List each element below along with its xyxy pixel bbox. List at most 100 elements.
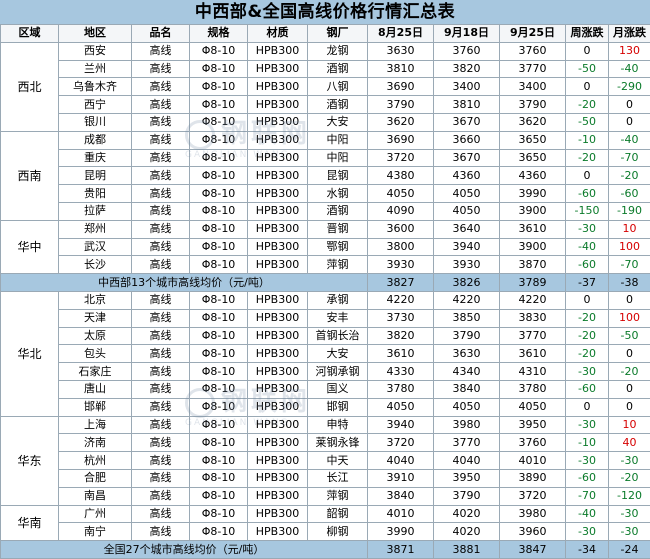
price-aug25-cell: 3910 [368, 469, 434, 487]
city-cell: 石家庄 [59, 363, 132, 381]
price-sep25-cell: 3890 [500, 469, 566, 487]
spec-cell: Φ8-10 [190, 327, 248, 345]
spec-cell: Φ8-10 [190, 398, 248, 416]
grade-cell: HPB300 [248, 291, 308, 309]
price-sep18-cell: 3660 [434, 131, 500, 149]
price-sep25-cell: 3770 [500, 327, 566, 345]
product-cell: 高线 [132, 131, 190, 149]
price-sep25-cell: 3770 [500, 60, 566, 78]
month-change-cell: -20 [609, 469, 650, 487]
city-cell: 唐山 [59, 380, 132, 398]
mill-cell: 酒钢 [308, 60, 368, 78]
grade-cell: HPB300 [248, 42, 308, 60]
mill-cell: 大安 [308, 113, 368, 131]
price-sep18-cell: 3820 [434, 60, 500, 78]
avg-sep25-cell: 3789 [500, 274, 566, 292]
product-cell: 高线 [132, 238, 190, 256]
price-sep18-cell: 3670 [434, 113, 500, 131]
price-sep25-cell: 3650 [500, 131, 566, 149]
price-aug25-cell: 3780 [368, 380, 434, 398]
product-cell: 高线 [132, 220, 190, 238]
city-cell: 杭州 [59, 452, 132, 470]
price-aug25-cell: 3630 [368, 42, 434, 60]
avg-aug25-cell: 3827 [368, 274, 434, 292]
column-header: 周涨跌 [566, 25, 609, 43]
price-sep25-cell: 3760 [500, 434, 566, 452]
mill-cell: 邯钢 [308, 398, 368, 416]
price-sep18-cell: 4360 [434, 167, 500, 185]
price-sep25-cell: 4310 [500, 363, 566, 381]
week-change-cell: -40 [566, 505, 609, 523]
price-aug25-cell: 4040 [368, 452, 434, 470]
column-header: 钢厂 [308, 25, 368, 43]
grade-cell: HPB300 [248, 78, 308, 96]
mill-cell: 韶钢 [308, 505, 368, 523]
week-change-cell: -40 [566, 238, 609, 256]
price-sep25-cell: 3650 [500, 149, 566, 167]
product-cell: 高线 [132, 345, 190, 363]
month-change-cell: -20 [609, 167, 650, 185]
grade-cell: HPB300 [248, 131, 308, 149]
month-change-cell: 0 [609, 380, 650, 398]
city-cell: 济南 [59, 434, 132, 452]
grade-cell: HPB300 [248, 185, 308, 203]
price-sep18-cell: 4050 [434, 202, 500, 220]
city-cell: 兰州 [59, 60, 132, 78]
city-cell: 邯郸 [59, 398, 132, 416]
spec-cell: Φ8-10 [190, 78, 248, 96]
product-cell: 高线 [132, 96, 190, 114]
grade-cell: HPB300 [248, 434, 308, 452]
week-change-cell: -150 [566, 202, 609, 220]
grade-cell: HPB300 [248, 345, 308, 363]
price-sep25-cell: 3870 [500, 256, 566, 274]
grade-cell: HPB300 [248, 505, 308, 523]
spec-cell: Φ8-10 [190, 113, 248, 131]
price-aug25-cell: 3690 [368, 131, 434, 149]
product-cell: 高线 [132, 487, 190, 505]
price-sep18-cell: 4040 [434, 452, 500, 470]
city-cell: 贵阳 [59, 185, 132, 203]
column-header: 区域 [1, 25, 59, 43]
price-sep18-cell: 3640 [434, 220, 500, 238]
grade-cell: HPB300 [248, 113, 308, 131]
city-cell: 银川 [59, 113, 132, 131]
column-header: 9月18日 [434, 25, 500, 43]
month-change-cell: -20 [609, 363, 650, 381]
price-sep25-cell: 3760 [500, 42, 566, 60]
mill-cell: 大安 [308, 345, 368, 363]
price-aug25-cell: 4090 [368, 202, 434, 220]
column-header: 地区 [59, 25, 132, 43]
price-sep25-cell: 3780 [500, 380, 566, 398]
week-change-cell: 0 [566, 291, 609, 309]
price-sep18-cell: 3950 [434, 469, 500, 487]
spec-cell: Φ8-10 [190, 363, 248, 381]
product-cell: 高线 [132, 416, 190, 434]
week-change-cell: -10 [566, 434, 609, 452]
grade-cell: HPB300 [248, 398, 308, 416]
price-sep25-cell: 4360 [500, 167, 566, 185]
mill-cell: 水钢 [308, 185, 368, 203]
month-change-cell: -50 [609, 327, 650, 345]
price-aug25-cell: 3940 [368, 416, 434, 434]
price-sep25-cell: 3610 [500, 345, 566, 363]
price-aug25-cell: 3820 [368, 327, 434, 345]
week-change-cell: 0 [566, 398, 609, 416]
product-cell: 高线 [132, 309, 190, 327]
grade-cell: HPB300 [248, 96, 308, 114]
spec-cell: Φ8-10 [190, 309, 248, 327]
week-change-cell: -70 [566, 487, 609, 505]
column-header: 8月25日 [368, 25, 434, 43]
column-header: 规格 [190, 25, 248, 43]
price-sep18-cell: 3670 [434, 149, 500, 167]
price-aug25-cell: 3720 [368, 434, 434, 452]
column-header: 月涨跌 [609, 25, 650, 43]
